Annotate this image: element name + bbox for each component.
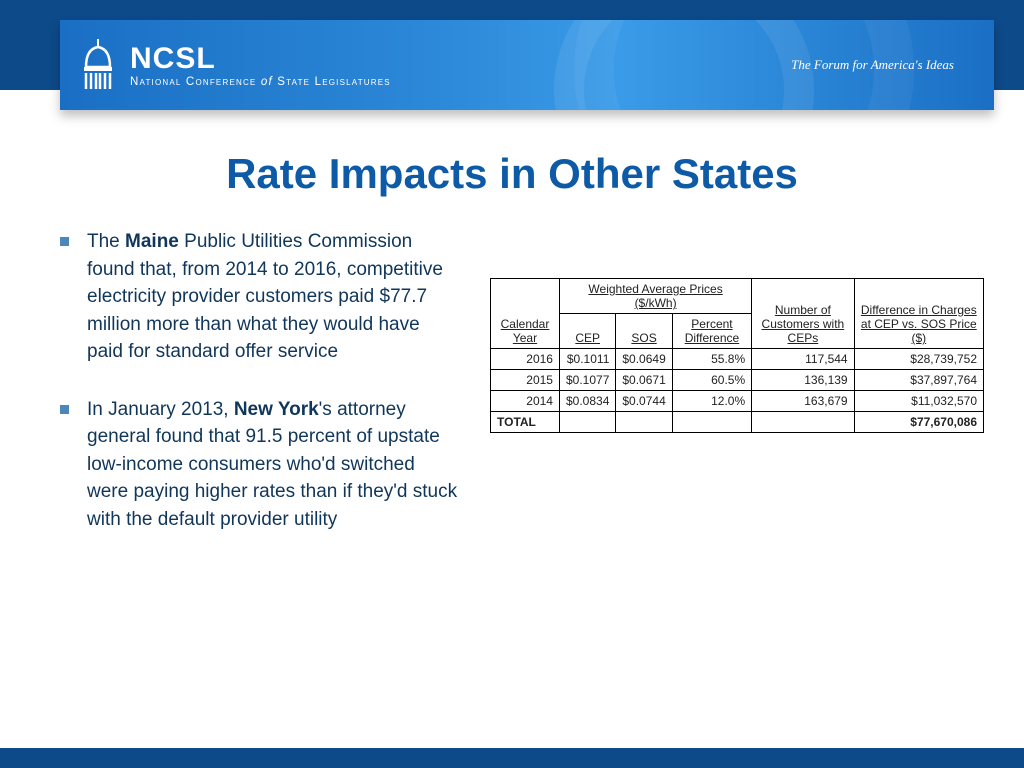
rate-impact-table: Calendar Year Weighted Average Prices ($… <box>490 278 984 433</box>
org-abbr: NCSL <box>130 42 391 76</box>
cell: 117,544 <box>752 349 854 370</box>
bullet-marker-icon <box>60 237 69 246</box>
capitol-dome-icon <box>80 39 116 91</box>
org-name-post: State Legislatures <box>277 76 391 88</box>
table-body: 2016 $0.1011 $0.0649 55.8% 117,544 $28,7… <box>491 349 984 433</box>
bullet-text: In January 2013, New York's attorney gen… <box>87 396 460 534</box>
table-row: 2016 $0.1011 $0.0649 55.8% 117,544 $28,7… <box>491 349 984 370</box>
cell: $28,739,752 <box>854 349 983 370</box>
cell: 136,139 <box>752 370 854 391</box>
cell: $37,897,764 <box>854 370 983 391</box>
col-year: Calendar Year <box>491 279 560 349</box>
tagline: The Forum for America's Ideas <box>791 57 954 73</box>
cell-empty <box>559 412 615 433</box>
table-row: 2014 $0.0834 $0.0744 12.0% 163,679 $11,0… <box>491 391 984 412</box>
cell: 2015 <box>491 370 560 391</box>
cell-empty <box>752 412 854 433</box>
cell: $0.0834 <box>559 391 615 412</box>
bullet-bold: New York <box>234 399 319 420</box>
cell: $0.1077 <box>559 370 615 391</box>
cell-empty <box>672 412 751 433</box>
content-area: The Maine Public Utilities Commission fo… <box>0 198 1024 563</box>
bullet-item: In January 2013, New York's attorney gen… <box>60 396 460 534</box>
table-total-row: TOTAL $77,670,086 <box>491 412 984 433</box>
logo-block: NCSL National Conference of State Legisl… <box>80 39 391 91</box>
cell: $0.0671 <box>616 370 672 391</box>
cell: 163,679 <box>752 391 854 412</box>
footer-bar <box>0 748 1024 768</box>
org-name-of: of <box>261 76 273 88</box>
bullet-list: The Maine Public Utilities Commission fo… <box>60 228 460 563</box>
ncsl-banner: NCSL National Conference of State Legisl… <box>60 20 994 110</box>
col-cep: CEP <box>559 314 615 349</box>
cell-empty <box>616 412 672 433</box>
total-label: TOTAL <box>491 412 560 433</box>
cell: $0.0744 <box>616 391 672 412</box>
table-row: 2015 $0.1077 $0.0671 60.5% 136,139 $37,8… <box>491 370 984 391</box>
col-customers: Number of Customers with CEPs <box>752 279 854 349</box>
bullet-marker-icon <box>60 405 69 414</box>
bullet-bold: Maine <box>125 231 179 252</box>
cell: 2014 <box>491 391 560 412</box>
table-container: Calendar Year Weighted Average Prices ($… <box>490 228 984 563</box>
bullet-item: The Maine Public Utilities Commission fo… <box>60 228 460 366</box>
cell: 55.8% <box>672 349 751 370</box>
bullet-text: The Maine Public Utilities Commission fo… <box>87 228 460 366</box>
col-difference: Difference in Charges at CEP vs. SOS Pri… <box>854 279 983 349</box>
col-group-prices: Weighted Average Prices ($/kWh) <box>559 279 751 314</box>
bullet-pre: The <box>87 231 125 252</box>
slide-title: Rate Impacts in Other States <box>0 150 1024 198</box>
cell: 12.0% <box>672 391 751 412</box>
cell: $11,032,570 <box>854 391 983 412</box>
cell: 2016 <box>491 349 560 370</box>
col-pct: Percent Difference <box>672 314 751 349</box>
total-value: $77,670,086 <box>854 412 983 433</box>
cell: $0.0649 <box>616 349 672 370</box>
org-full-name: National Conference of State Legislature… <box>130 76 391 88</box>
cell: 60.5% <box>672 370 751 391</box>
bullet-pre: In January 2013, <box>87 399 234 420</box>
col-sos: SOS <box>616 314 672 349</box>
org-name-pre: National Conference <box>130 76 256 88</box>
cell: $0.1011 <box>559 349 615 370</box>
